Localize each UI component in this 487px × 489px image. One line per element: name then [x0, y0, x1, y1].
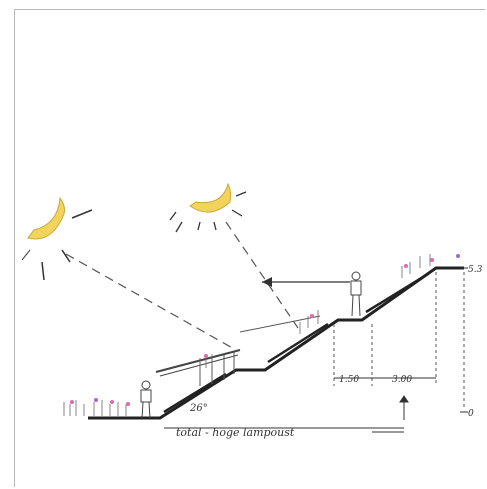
- sun-left-icon: [21, 196, 93, 281]
- person-top-icon: [350, 271, 362, 317]
- dimension-lines: [333, 272, 465, 410]
- drawing-frame: [14, 9, 485, 487]
- angle-label: 26°: [189, 403, 208, 414]
- sun-ray-left: [65, 253, 237, 351]
- sun-middle-icon: [169, 182, 247, 233]
- person-bottom-icon: [140, 380, 152, 419]
- dimension-2-label: 3.00: [392, 375, 412, 385]
- terrain-profile: [88, 266, 464, 420]
- sun-ray-middle: [225, 221, 299, 329]
- arrow-sun-person: [262, 277, 350, 287]
- top-level-label: 5.3: [468, 265, 483, 275]
- vegetation: [63, 254, 460, 416]
- dimension-1-label: 1.50: [339, 375, 359, 385]
- canopy: [155, 315, 321, 386]
- base-level-label: 0: [468, 409, 474, 419]
- dimension-ticks: [164, 267, 468, 433]
- caption: total - hoge lampoust: [176, 426, 295, 439]
